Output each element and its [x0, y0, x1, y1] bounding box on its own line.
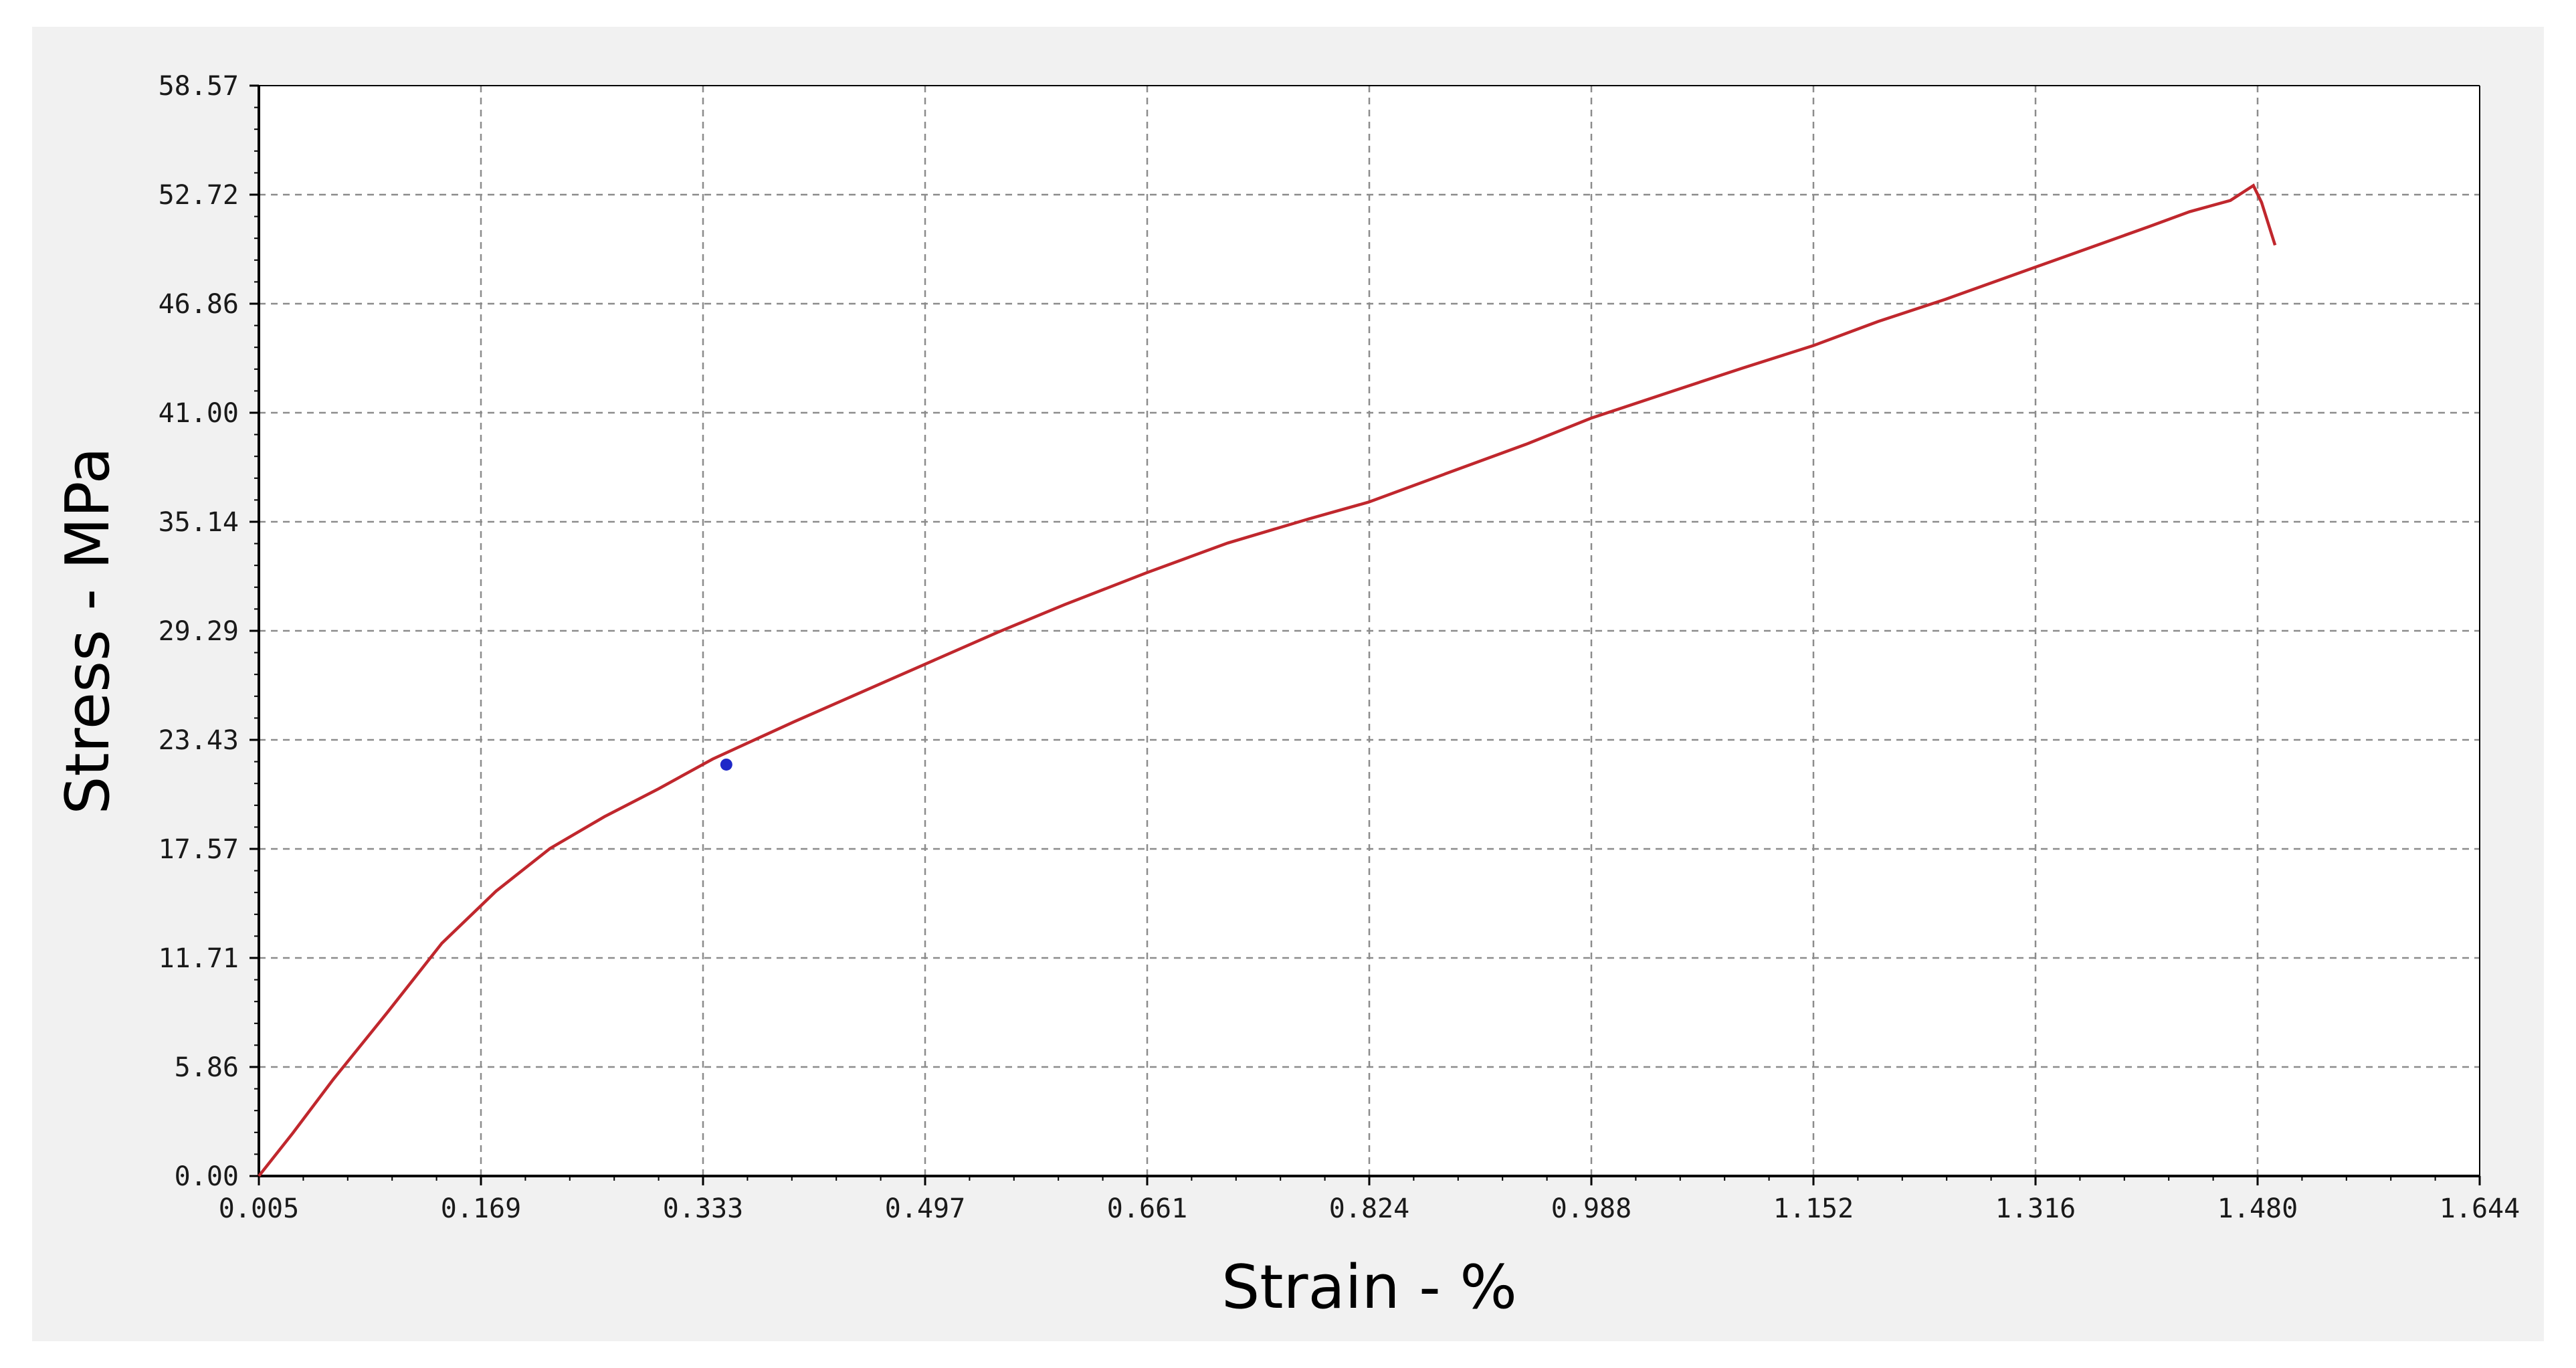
- y-tick-label: 58.57: [159, 71, 239, 102]
- y-tick-label: 52.72: [159, 180, 239, 211]
- y-tick-label: 0.00: [175, 1161, 239, 1192]
- x-tick-label: 0.005: [219, 1193, 299, 1224]
- x-tick-label: 0.988: [1551, 1193, 1631, 1224]
- x-tick-label: 1.152: [1773, 1193, 1854, 1224]
- y-tick-label: 35.14: [159, 507, 239, 538]
- x-tick-label: 1.316: [1995, 1193, 2076, 1224]
- x-tick-label: 0.661: [1107, 1193, 1187, 1224]
- x-tick-label: 0.169: [441, 1193, 521, 1224]
- y-tick-labels: 0.00 5.86 11.71 17.57 23.43 29.29 35.14 41.00 46…: [159, 71, 239, 1192]
- ticks: [250, 84, 2481, 1185]
- y-tick-label: 11.71: [159, 943, 239, 974]
- y-tick-label: 46.86: [159, 289, 239, 320]
- x-tick-label: 1.644: [2440, 1193, 2520, 1224]
- x-tick-labels: 0.005 0.169 0.333 0.497 0.661 0.824 0.988 1.152…: [219, 1193, 2520, 1224]
- y-tick-label: 23.43: [159, 725, 239, 756]
- x-tick-label: 0.824: [1329, 1193, 1409, 1224]
- x-axis-title: Strain - %: [1221, 1252, 1517, 1323]
- y-tick-label: 5.86: [175, 1052, 239, 1083]
- grid: [259, 86, 2480, 1176]
- y-tick-label: 29.29: [159, 616, 239, 647]
- y-tick-label: 41.00: [159, 398, 239, 429]
- marker-point: [720, 758, 732, 771]
- y-tick-label: 17.57: [159, 834, 239, 865]
- y-axis-title: Stress - MPa: [53, 447, 123, 814]
- x-tick-label: 1.480: [2217, 1193, 2298, 1224]
- x-tick-label: 0.333: [663, 1193, 743, 1224]
- series-line: [258, 183, 2277, 1177]
- x-tick-label: 0.497: [885, 1193, 965, 1224]
